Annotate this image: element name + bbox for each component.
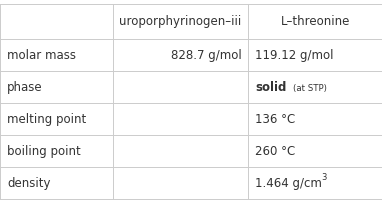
Text: 1.464 g/cm: 1.464 g/cm [255, 177, 322, 189]
Text: 260 °C: 260 °C [255, 145, 295, 158]
Text: boiling point: boiling point [7, 145, 81, 158]
Text: L–threonine: L–threonine [280, 15, 350, 28]
Text: 828.7 g/mol: 828.7 g/mol [171, 49, 241, 62]
Text: solid: solid [255, 81, 286, 94]
Text: 119.12 g/mol: 119.12 g/mol [255, 49, 333, 62]
Text: density: density [7, 177, 50, 189]
Text: 136 °C: 136 °C [255, 113, 295, 126]
Text: 3: 3 [321, 173, 326, 182]
Text: phase: phase [7, 81, 42, 94]
Text: melting point: melting point [7, 113, 86, 126]
Text: uroporphyrinogen–iii: uroporphyrinogen–iii [119, 15, 242, 28]
Text: molar mass: molar mass [7, 49, 76, 62]
Text: (at STP): (at STP) [293, 84, 327, 93]
